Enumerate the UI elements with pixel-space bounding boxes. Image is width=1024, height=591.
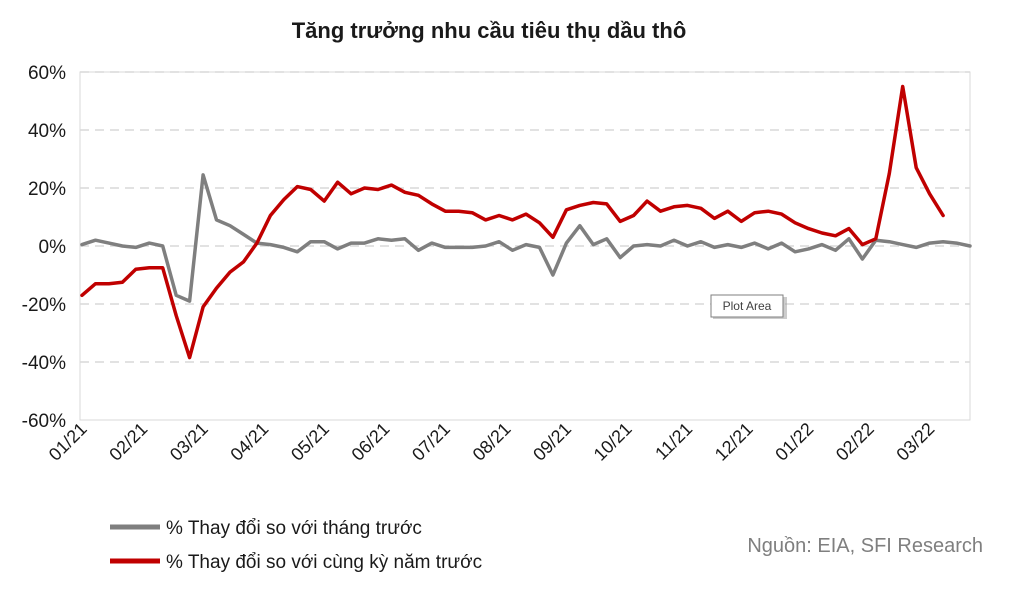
series-line-mom: [80, 173, 972, 303]
y-tick-label: 20%: [28, 179, 66, 200]
source-note: Nguồn: EIA, SFI Research: [747, 535, 983, 557]
y-axis: 60% 40% 20% 0% -20% -40% -60%: [22, 63, 66, 432]
legend: % Thay đổi so với tháng trước % Thay đổi…: [110, 518, 482, 573]
y-tick-label: -20%: [22, 295, 66, 316]
y-tick-label: -60%: [22, 411, 66, 432]
x-tick-label: 03/21: [166, 419, 212, 465]
y-tick-label: 0%: [39, 237, 67, 258]
y-tick-label: 60%: [28, 63, 66, 84]
series-lines: [80, 84, 972, 360]
x-tick-label: 09/21: [529, 419, 575, 465]
x-tick-label: 10/21: [590, 419, 636, 465]
legend-item-yoy: % Thay đổi so với cùng kỳ năm trước: [110, 552, 482, 573]
x-axis: 01/21 02/21 03/21 04/21 05/21 06/21 07/21 08/21…: [45, 419, 939, 465]
tooltip-label: Plot Area: [723, 299, 772, 313]
x-tick-label: 05/21: [287, 419, 333, 465]
y-tick-label: -40%: [22, 353, 66, 374]
gridlines: [80, 71, 970, 363]
x-tick-label: 02/22: [832, 419, 878, 465]
x-tick-label: 04/21: [226, 419, 272, 465]
legend-label-yoy: % Thay đổi so với cùng kỳ năm trước: [166, 552, 482, 573]
chart-title: Tăng trưởng nhu cầu tiêu thụ dầu thô: [292, 18, 687, 43]
x-tick-label: 11/21: [651, 419, 696, 464]
x-tick-label: 03/22: [892, 419, 938, 465]
x-tick-label: 02/21: [105, 419, 151, 465]
x-tick-label: 07/21: [408, 419, 454, 465]
y-tick-label: 40%: [28, 121, 66, 142]
x-tick-label: 01/22: [771, 419, 817, 465]
x-tick-label: 08/21: [469, 419, 515, 465]
x-tick-label: 06/21: [348, 419, 394, 465]
legend-item-mom: % Thay đổi so với tháng trước: [110, 518, 422, 539]
plot-area-tooltip: Plot Area: [710, 294, 787, 319]
x-tick-label: 12/21: [711, 419, 757, 465]
legend-label-mom: % Thay đổi so với tháng trước: [166, 518, 422, 539]
series-line-yoy: [80, 84, 945, 360]
